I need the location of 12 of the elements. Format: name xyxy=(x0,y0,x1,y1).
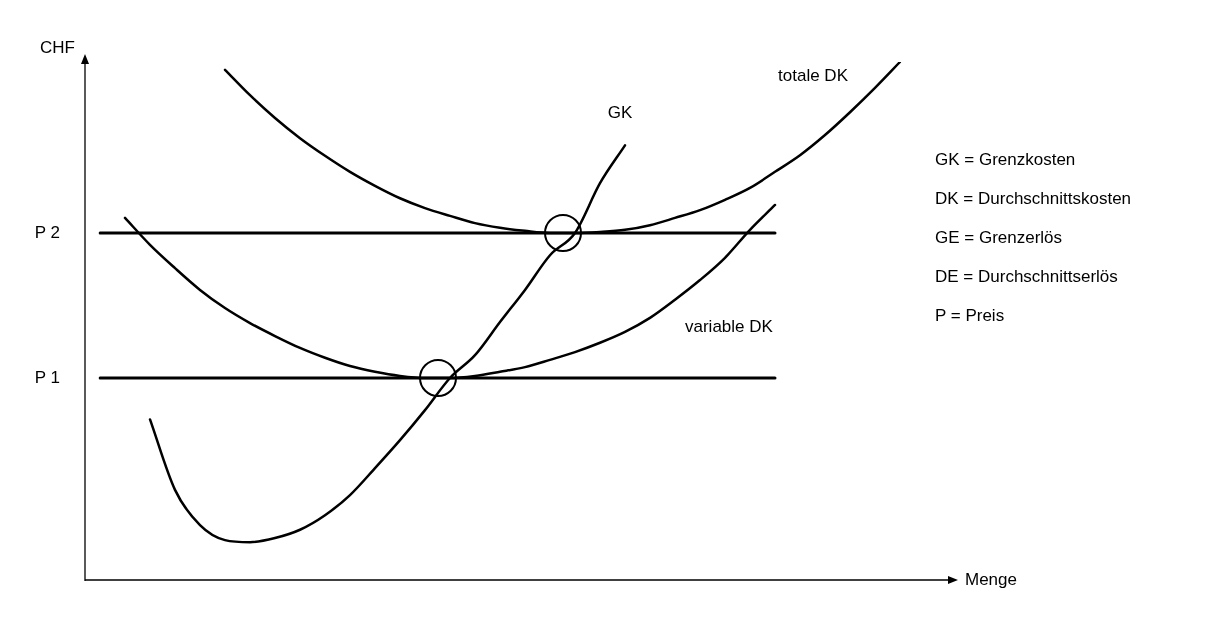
series-label: variable DK xyxy=(685,316,774,336)
text: P = Preis xyxy=(935,305,1005,325)
text: GE = Grenzerlös xyxy=(935,227,1063,247)
text: DK = Durchschnittskosten xyxy=(935,188,1132,208)
x-axis-title: Menge xyxy=(965,569,1017,589)
text: DE = Durchschnittserlös xyxy=(935,266,1118,286)
text: P 2 xyxy=(34,222,60,242)
text: GK = Grenzkosten xyxy=(935,149,1076,169)
series-label: GK xyxy=(607,103,633,123)
text: P 1 xyxy=(34,367,60,387)
y-axis-title: CHF xyxy=(40,37,75,57)
series-label: totale DK xyxy=(778,65,849,85)
